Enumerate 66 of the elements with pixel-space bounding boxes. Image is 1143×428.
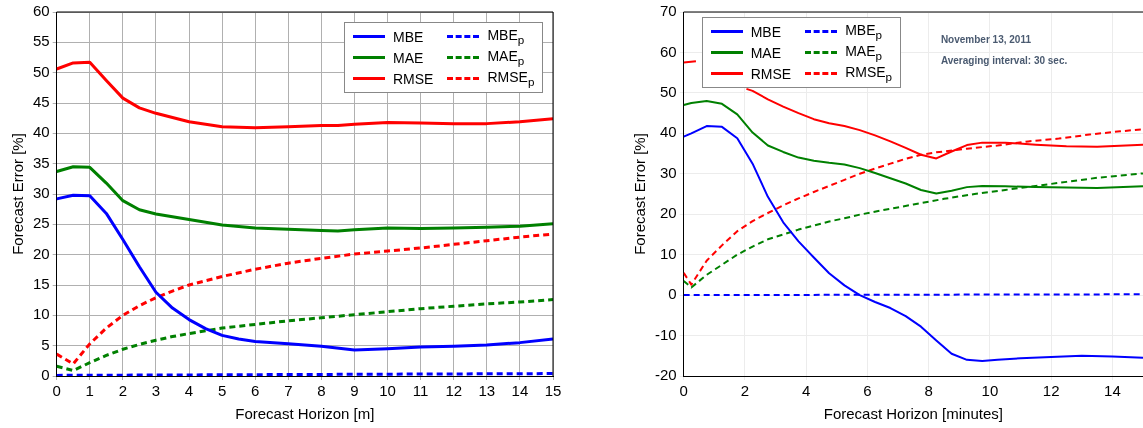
x-tick-label: 2	[118, 382, 128, 400]
legend-label: MBE	[750, 23, 782, 40]
x-tick-label: 10	[379, 382, 396, 400]
y-tick-label: 60	[659, 42, 677, 60]
x-tick-label: 0	[679, 382, 688, 400]
x-tick-label: 13	[478, 382, 496, 400]
y-tick-label: 30	[659, 163, 677, 181]
legend-label: MAE$_{p}$	[845, 43, 882, 62]
legend-label: MAE	[393, 49, 424, 66]
legend-label: MBE$_{p}$	[487, 27, 525, 46]
y-tick-label: 40	[659, 123, 677, 141]
x-tick-label: 6	[251, 382, 260, 400]
x-tick-label: 3	[151, 382, 161, 400]
x-tick-label: 12	[445, 382, 463, 400]
x-tick-label: 11	[412, 382, 429, 400]
y-tick-label: 10	[659, 244, 677, 262]
y-tick-label: 55	[33, 32, 50, 50]
y-tick-label: 45	[33, 93, 50, 111]
y-tick-label: -20	[654, 366, 677, 384]
y-tick-label: 20	[659, 204, 677, 222]
y-tick-label: 5	[41, 335, 50, 353]
annotation: November 13, 2011	[940, 34, 1031, 45]
y-tick-label: 10	[33, 305, 50, 323]
x-tick-label: 9	[350, 382, 359, 400]
y-tick-label: 35	[33, 153, 50, 171]
y-tick-label: 40	[33, 123, 50, 141]
legend-label: RMSE	[393, 70, 434, 87]
x-tick-label: 14	[1104, 382, 1121, 400]
x-axis-title: Forecast Horizon [minutes]	[823, 405, 1003, 423]
x-tick-label: 10	[981, 382, 999, 400]
line-series	[56, 298, 553, 373]
x-tick-label: 5	[217, 382, 227, 400]
legend-label: RMSE	[750, 65, 792, 82]
x-tick-label: 4	[801, 382, 811, 400]
x-tick-label: 1	[85, 382, 94, 400]
x-tick-label: 2	[740, 382, 750, 400]
x-tick-label: 0	[52, 382, 61, 400]
x-tick-label: 12	[1042, 382, 1060, 400]
y-tick-label: 50	[659, 83, 677, 101]
legend-label: MAE	[750, 44, 782, 61]
y-tick-label: 70	[659, 2, 677, 20]
annotation: Averaging interval: 30 sec.	[940, 55, 1068, 66]
x-tick-label: 14	[511, 382, 529, 400]
y-tick-label: -10	[654, 325, 677, 343]
legend-label: MAE$_{p}$	[487, 48, 525, 67]
y-tick-label: 25	[33, 214, 50, 232]
y-tick-label: 0	[41, 366, 50, 384]
x-axis-title: Forecast Horizon [m]	[235, 405, 375, 423]
legend-label: MBE$_{p}$	[845, 22, 882, 41]
y-axis-title: Forecast Error [%]	[9, 133, 27, 255]
legend-label: RMSE$_{p}$	[487, 69, 535, 88]
x-tick-label: 15	[544, 382, 562, 400]
y-tick-label: 30	[33, 184, 50, 202]
y-tick-label: 20	[33, 244, 50, 262]
legend-label: MBE	[393, 28, 424, 45]
x-tick-label: 7	[284, 382, 293, 400]
x-tick-label: 8	[924, 382, 933, 400]
x-tick-label: 4	[184, 382, 194, 400]
y-tick-label: 50	[33, 62, 50, 80]
legend-label: RMSE$_{p}$	[845, 64, 893, 83]
x-tick-label: 6	[863, 382, 872, 400]
y-tick-label: 60	[33, 2, 50, 20]
y-tick-label: 0	[668, 285, 677, 303]
y-tick-label: 15	[33, 275, 50, 293]
y-axis-title: Forecast Error [%]	[631, 133, 649, 255]
x-tick-label: 8	[317, 382, 326, 400]
